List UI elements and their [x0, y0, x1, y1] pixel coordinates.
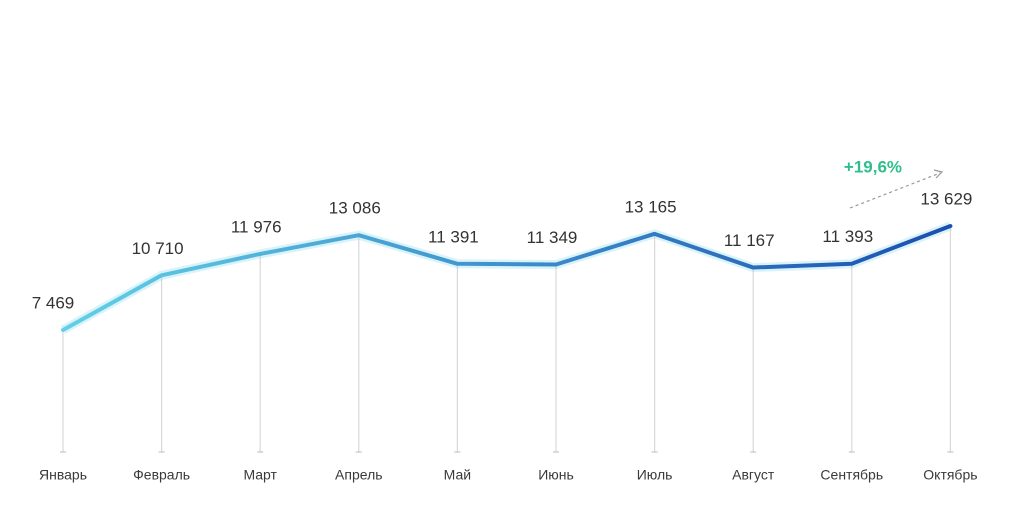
trend-arrow-head [933, 169, 944, 179]
x-tick-label: Февраль [133, 467, 190, 483]
value-label: 11 976 [231, 217, 282, 236]
x-tick-label: Июнь [538, 467, 574, 483]
x-tick-label: Июль [637, 467, 673, 483]
x-tick-label: Сентябрь [820, 467, 883, 483]
x-tick-label: Октябрь [923, 467, 977, 483]
trend-arrow [849, 172, 941, 209]
value-label: 13 629 [920, 189, 972, 208]
x-tick-label: Март [243, 467, 277, 483]
value-label: 11 393 [822, 227, 873, 246]
value-label: 11 167 [724, 231, 775, 250]
x-tick-label: Август [732, 467, 775, 483]
value-label: 13 086 [329, 199, 381, 218]
value-label: 10 710 [132, 239, 184, 258]
x-tick-label: Май [444, 467, 471, 483]
annotation: +19,6% [844, 157, 902, 176]
value-label: 7 469 [32, 293, 75, 312]
value-label: 11 349 [527, 228, 578, 247]
x-tick-label: Январь [39, 467, 87, 483]
line [61, 224, 953, 332]
value-label: 13 165 [625, 197, 677, 216]
x-tick-label: Апрель [335, 467, 383, 483]
value-label: 11 391 [428, 227, 479, 246]
line-shadow [60, 221, 953, 334]
